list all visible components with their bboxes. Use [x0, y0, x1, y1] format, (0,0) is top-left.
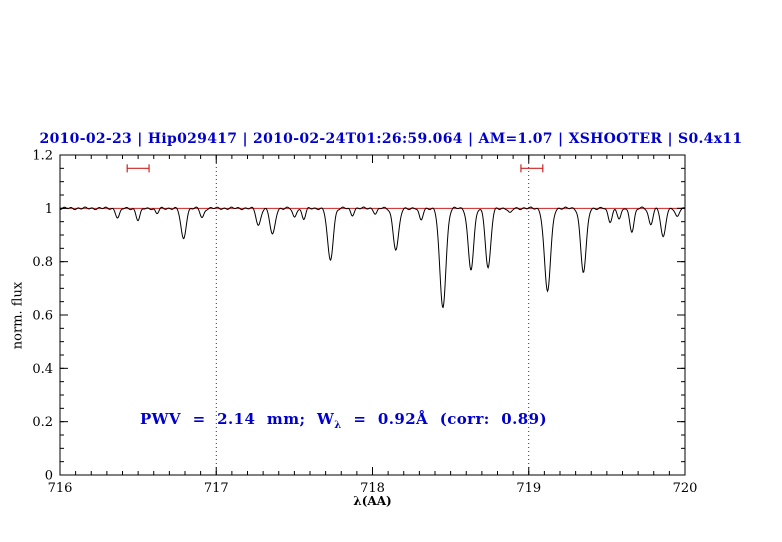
y-tick-label: 1.2: [32, 149, 53, 164]
y-tick-label: 0.2: [32, 415, 53, 430]
x-tick-label: 718: [360, 481, 385, 496]
x-tick-label: 719: [516, 481, 541, 496]
plot-title: 2010-02-23 | Hip029417 | 2010-02-24T01:2…: [39, 131, 743, 147]
y-axis-label: norm. flux: [10, 281, 26, 350]
y-tick-label: 0.4: [32, 362, 53, 377]
annotation-lambda-subscript: λ: [334, 420, 342, 431]
y-tick-label: 0: [45, 469, 53, 484]
pwv-annotation: PWV = 2.14 mm; Wλ = 0.92Å (corr: 0.89): [140, 410, 547, 431]
y-tick-label: 0.8: [32, 255, 53, 270]
annotation-text-pre: PWV = 2.14 mm; W: [140, 410, 335, 428]
y-tick-label: 0.6: [32, 309, 53, 324]
x-tick-label: 717: [204, 481, 229, 496]
x-axis-label: λ(AA): [353, 494, 392, 508]
y-tick-label: 1: [45, 202, 53, 217]
spectrum-line: [59, 206, 686, 309]
x-tick-label: 716: [48, 481, 73, 496]
annotation-text-post: = 0.92Å (corr: 0.89): [341, 410, 547, 428]
x-tick-label: 720: [673, 481, 698, 496]
